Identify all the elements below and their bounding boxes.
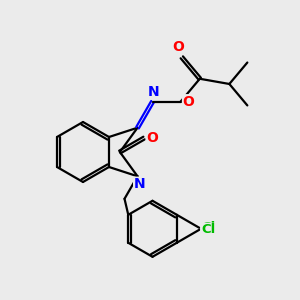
Text: N: N [134,177,145,191]
Text: O: O [172,40,184,54]
Text: O: O [146,131,158,145]
Text: N: N [148,85,159,99]
Text: Cl: Cl [201,221,215,234]
Text: O: O [183,95,194,109]
Text: Cl: Cl [201,223,215,236]
